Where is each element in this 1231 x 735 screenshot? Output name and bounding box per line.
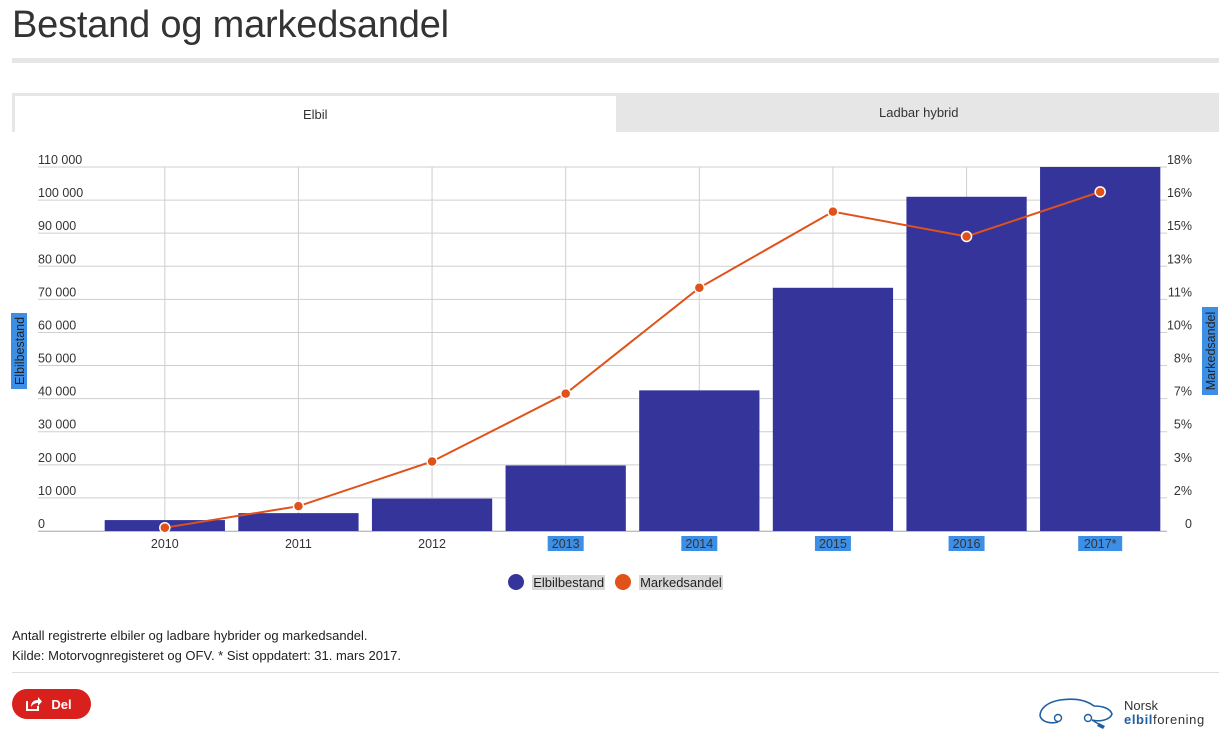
legend-item-markedsandel[interactable]: Markedsandel — [615, 574, 723, 590]
chart-caption: Antall registrerte elbiler og ladbare hy… — [12, 626, 401, 666]
y-tick-label: 40 000 — [38, 385, 76, 399]
logo-line1: Norsk — [1124, 698, 1158, 713]
share-button[interactable]: Del — [12, 689, 91, 719]
point-2014 — [693, 282, 706, 294]
points-layer — [159, 186, 1106, 534]
y-tick-label: 0 — [38, 517, 45, 531]
y-tick-label: 110 000 — [38, 153, 82, 167]
tab-ladbar-hybrid[interactable]: Ladbar hybrid — [618, 93, 1219, 132]
x-tick-label: 2016 — [953, 537, 981, 551]
y-axis-title-group: Elbilbestand — [11, 313, 27, 389]
y2-tick-label: 10% — [1167, 318, 1192, 332]
point-2013 — [559, 387, 572, 400]
caption-source: Kilde: Motorvognregisteret og OFV. * Sis… — [12, 648, 402, 663]
combo-chart: 0 10 000 20 000 30 000 40 000 50 000 60 000 70 … — [11, 153, 1218, 551]
y2-tick-label: 7% — [1174, 385, 1192, 399]
y-tick-label: 80 000 — [38, 252, 76, 266]
y2-axis-title-highlight — [1202, 307, 1218, 395]
y-tick-label: 30 000 — [38, 418, 76, 432]
y-tick-label: 20 000 — [38, 451, 76, 465]
page-title: Bestand og markedsandel — [12, 4, 449, 46]
y-tick-label: 10 000 — [38, 484, 76, 498]
y-axis-right: 0 2% 3% 5% 7% 8% 10% 11% 13% 15% 16% 18% — [1167, 153, 1192, 531]
point-2015 — [827, 205, 839, 218]
legend-label-markedsandel: Markedsandel — [639, 574, 723, 590]
x-tick-highlight — [1078, 536, 1123, 551]
y2-tick-label: 11% — [1168, 285, 1192, 299]
x-tick-label: 2010 — [151, 537, 179, 551]
line-layer — [164, 190, 1101, 529]
car-plug-icon — [1039, 698, 1113, 729]
tab-bar: Elbil Ladbar hybrid — [12, 93, 1219, 132]
y2-axis-title: Markedsandel — [1204, 312, 1218, 391]
y2-tick-label: 0 — [1185, 517, 1192, 531]
point-2012 — [426, 455, 438, 468]
x-tick-label: 2011 — [285, 537, 312, 551]
x-tick-highlight — [547, 536, 584, 551]
y-tick-label: 60 000 — [38, 318, 76, 332]
x-tick-label: 2015 — [819, 537, 847, 551]
legend-item-elbilbestand[interactable]: Elbilbestand — [508, 574, 606, 590]
y-axis-left: 0 10 000 20 000 30 000 40 000 50 000 60 000 70 … — [38, 153, 83, 531]
y2-tick-label: 15% — [1167, 219, 1192, 233]
chart-legend: Elbilbestand Markedsandel — [0, 574, 1231, 590]
y2-tick-label: 5% — [1174, 418, 1192, 432]
legend-label-elbilbestand: Elbilbestand — [532, 574, 606, 590]
bar-2012 — [371, 498, 493, 531]
y2-tick-label: 13% — [1167, 252, 1192, 266]
y-axis-title: Elbilbestand — [13, 317, 27, 385]
y2-tick-label: 18% — [1167, 153, 1192, 167]
point-2016 — [960, 230, 973, 243]
x-tick-highlight — [948, 536, 985, 551]
title-divider — [12, 58, 1219, 63]
legend-dot-elbilbestand — [508, 574, 525, 590]
bar-2017* — [1040, 167, 1161, 531]
x-tick-label: 2012 — [418, 537, 446, 551]
bar-2011 — [238, 513, 359, 531]
point-2011 — [292, 500, 305, 512]
bar-2014 — [639, 390, 760, 531]
bar-2015 — [772, 287, 894, 531]
footer-divider — [12, 672, 1219, 673]
tab-elbil[interactable]: Elbil — [12, 93, 619, 132]
share-button-label: Del — [51, 696, 72, 712]
logo-line2-rest: forening — [1153, 712, 1205, 727]
x-tick-label: 2013 — [552, 537, 580, 551]
caption-description: Antall registrerte elbiler og ladbare hy… — [12, 628, 368, 643]
bar-2016 — [906, 196, 1027, 532]
share-icon — [26, 697, 43, 711]
x-tick-label: 2014 — [685, 537, 713, 551]
norsk-elbilforening-logo: Norsk elbilforening — [1036, 694, 1226, 730]
y2-tick-label: 8% — [1174, 352, 1192, 366]
y2-tick-label: 16% — [1167, 186, 1192, 200]
y-tick-label: 100 000 — [38, 186, 83, 200]
x-axis: 2010 2011 2012 2013 2014 2015 2016 2017* — [151, 536, 1123, 551]
logo-line2-bold: elbil — [1124, 712, 1154, 727]
x-tick-label: 2017* — [1084, 537, 1117, 551]
markedsandel-line — [164, 190, 1101, 529]
y2-tick-label: 2% — [1174, 484, 1192, 498]
point-2017* — [1094, 186, 1106, 198]
y2-axis-title-group: Markedsandel — [1202, 307, 1218, 395]
y-tick-label: 90 000 — [38, 219, 76, 233]
y-axis-title-highlight — [11, 313, 27, 389]
bar-2013 — [505, 465, 626, 531]
bars-layer — [104, 167, 1161, 532]
y2-tick-label: 3% — [1174, 451, 1192, 465]
legend-dot-markedsandel — [615, 574, 632, 590]
x-tick-highlight — [814, 536, 851, 551]
y-tick-label: 50 000 — [38, 352, 76, 366]
axis-titles: Elbilbestand Markedsandel — [11, 307, 1218, 395]
y-tick-label: 70 000 — [38, 285, 76, 299]
point-2010 — [159, 521, 171, 534]
x-tick-highlight — [681, 536, 718, 551]
